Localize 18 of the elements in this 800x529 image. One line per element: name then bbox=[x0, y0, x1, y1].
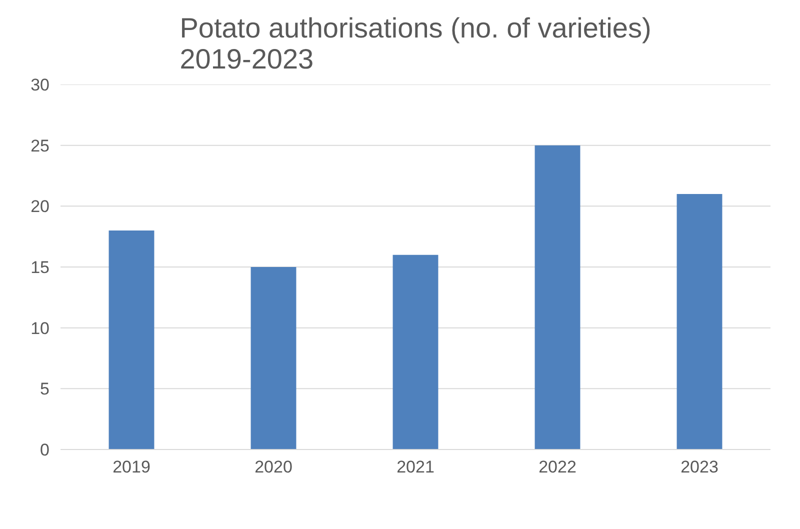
x-tick-label: 2022 bbox=[538, 458, 576, 476]
bar bbox=[392, 254, 438, 450]
bar bbox=[534, 145, 580, 450]
chart-title: Potato authorisations (no. of varieties) 2019-2023 bbox=[180, 12, 652, 74]
x-tick-label: 2019 bbox=[112, 458, 150, 476]
y-tick-label: 25 bbox=[30, 136, 50, 156]
x-tick-label: 2023 bbox=[680, 458, 718, 476]
y-tick-label: 20 bbox=[30, 197, 50, 216]
bar bbox=[108, 230, 154, 450]
bar bbox=[676, 194, 722, 450]
y-tick-label: 10 bbox=[30, 318, 50, 338]
y-tick-label: 0 bbox=[40, 440, 50, 460]
x-tick-label: 2020 bbox=[254, 458, 292, 476]
y-tick-label: 15 bbox=[30, 258, 50, 277]
bar bbox=[250, 267, 296, 450]
y-tick-label: 30 bbox=[30, 76, 50, 94]
y-tick-label: 5 bbox=[40, 380, 50, 399]
x-tick-label: 2021 bbox=[396, 458, 434, 476]
